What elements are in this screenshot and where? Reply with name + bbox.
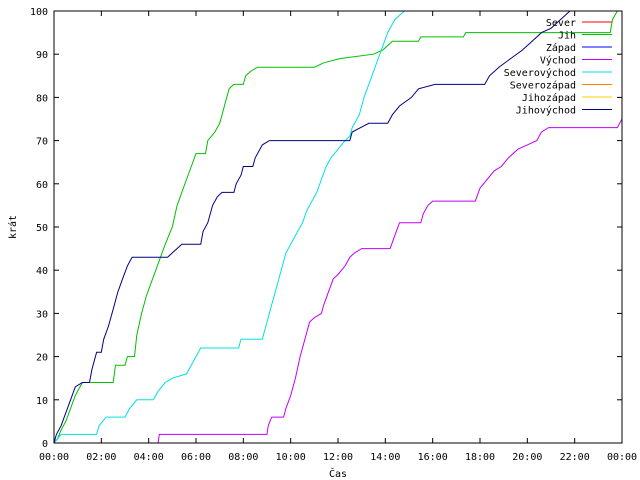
y-tick-label: 20 xyxy=(36,353,48,364)
x-tick-label: 06:00 xyxy=(181,452,211,463)
series-line-3 xyxy=(157,118,623,444)
y-tick-label: 50 xyxy=(36,223,48,234)
y-tick-label: 60 xyxy=(36,180,48,191)
legend-label: Sever xyxy=(546,18,576,29)
legend-label: Severovýchod xyxy=(504,67,576,79)
x-tick-label: 18:00 xyxy=(465,452,495,463)
x-tick-label: 12:00 xyxy=(323,452,353,463)
x-axis: 00:00 02:00 04:00 06:00 08:00 10:00 12:00 14:00… xyxy=(39,11,637,463)
x-tick-label: 08:00 xyxy=(228,452,258,463)
x-tick-label: 16:00 xyxy=(418,452,448,463)
legend-label: Jihovýchod xyxy=(516,105,576,117)
y-tick-label: 10 xyxy=(36,396,48,407)
x-tick-label: 02:00 xyxy=(86,452,116,463)
y-tick-label: 30 xyxy=(36,309,48,320)
y-tick-label: 0 xyxy=(42,439,48,450)
x-tick-label: 14:00 xyxy=(370,452,400,463)
y-axis: 0 10 20 30 40 50 60 70 80 90 100 xyxy=(30,7,622,450)
series-line-4 xyxy=(53,10,405,444)
y-axis-label: krát xyxy=(7,215,19,239)
y-tick-label: 80 xyxy=(36,93,48,104)
x-tick-label: 20:00 xyxy=(512,452,542,463)
x-tick-label: 22:00 xyxy=(560,452,590,463)
legend: Sever JihZápadVýchodSeverovýchodSeverozáp… xyxy=(504,18,612,117)
legend-label: Jihozápad xyxy=(522,92,576,104)
x-axis-label: Čas xyxy=(329,467,347,480)
legend-label: Východ xyxy=(540,55,576,67)
x-tick-label: 00:00 xyxy=(39,452,69,463)
y-tick-label: 40 xyxy=(36,266,48,277)
y-tick-label: 70 xyxy=(36,137,48,148)
series-line-7 xyxy=(53,10,571,444)
x-tick-label: 00:00 xyxy=(607,452,637,463)
series-layer xyxy=(53,10,623,444)
legend-label: Jih xyxy=(558,31,576,42)
x-tick-label: 10:00 xyxy=(276,452,306,463)
y-tick-label: 90 xyxy=(36,50,48,61)
series-line-1 xyxy=(53,10,622,444)
y-tick-label: 100 xyxy=(30,7,48,18)
legend-label: Severozápad xyxy=(510,80,576,92)
legend-label: Západ xyxy=(546,42,576,54)
x-tick-label: 04:00 xyxy=(134,452,164,463)
